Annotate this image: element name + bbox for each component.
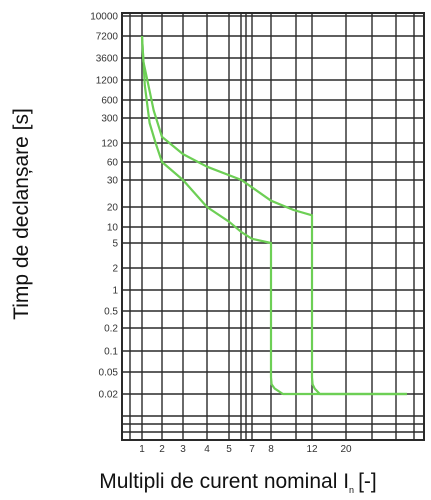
x-tick-label: 7 [249, 444, 255, 455]
y-tick-label: 30 [107, 176, 119, 187]
y-axis-title: Timp de declanșare [s] [10, 108, 33, 320]
y-tick-label: 120 [101, 139, 118, 150]
y-tick-label: 0.02 [99, 390, 119, 401]
x-tick-label: 2 [159, 444, 165, 455]
y-tick-label: 10000 [90, 12, 118, 23]
y-tick-label: 0.5 [104, 307, 118, 318]
trip-curve-line-1 [140, 35, 407, 396]
trip-curve-line-2 [140, 35, 407, 396]
x-axis-title-main: Multipli de curent nominal I [99, 470, 349, 493]
y-tick-label: 600 [101, 96, 118, 107]
y-tick-label: 7200 [96, 32, 119, 43]
x-axis-title-unit: [-] [358, 470, 377, 493]
y-tick-label: 0.2 [104, 324, 118, 335]
y-tick-label: 0.05 [99, 368, 119, 379]
x-tick-label: 12 [306, 444, 318, 455]
y-tick-labels: 10000 7200 3600 1200 600 300 120 60 30 20 10 5 2 1 0.5… [90, 12, 118, 401]
y-tick-label: 3600 [96, 54, 119, 65]
x-tick-label: 5 [226, 444, 232, 455]
curve-layer [140, 35, 407, 396]
x-tick-label: 20 [340, 444, 352, 455]
x-axis-title: Multipli de curent nominal In [-] [99, 470, 376, 495]
x-tick-label: 1 [139, 444, 145, 455]
x-tick-label: 3 [180, 444, 186, 455]
y-tick-label: 20 [107, 203, 119, 214]
x-tick-label: 8 [268, 444, 274, 455]
y-tick-label: 0.1 [104, 347, 118, 358]
y-tick-label: 10 [107, 223, 119, 234]
x-tick-label: 4 [204, 444, 210, 455]
y-tick-label: 2 [112, 264, 118, 275]
x-axis-title-subscript: n [349, 485, 354, 495]
x-tick-labels: 1 2 3 4 5 7 8 12 20 [139, 444, 352, 455]
y-tick-label: 300 [101, 114, 118, 125]
y-tick-label: 60 [107, 158, 119, 169]
y-tick-label: 5 [112, 239, 118, 250]
y-tick-label: 1 [112, 286, 118, 297]
y-tick-label: 1200 [96, 76, 119, 87]
grid-layer [121, 12, 425, 441]
